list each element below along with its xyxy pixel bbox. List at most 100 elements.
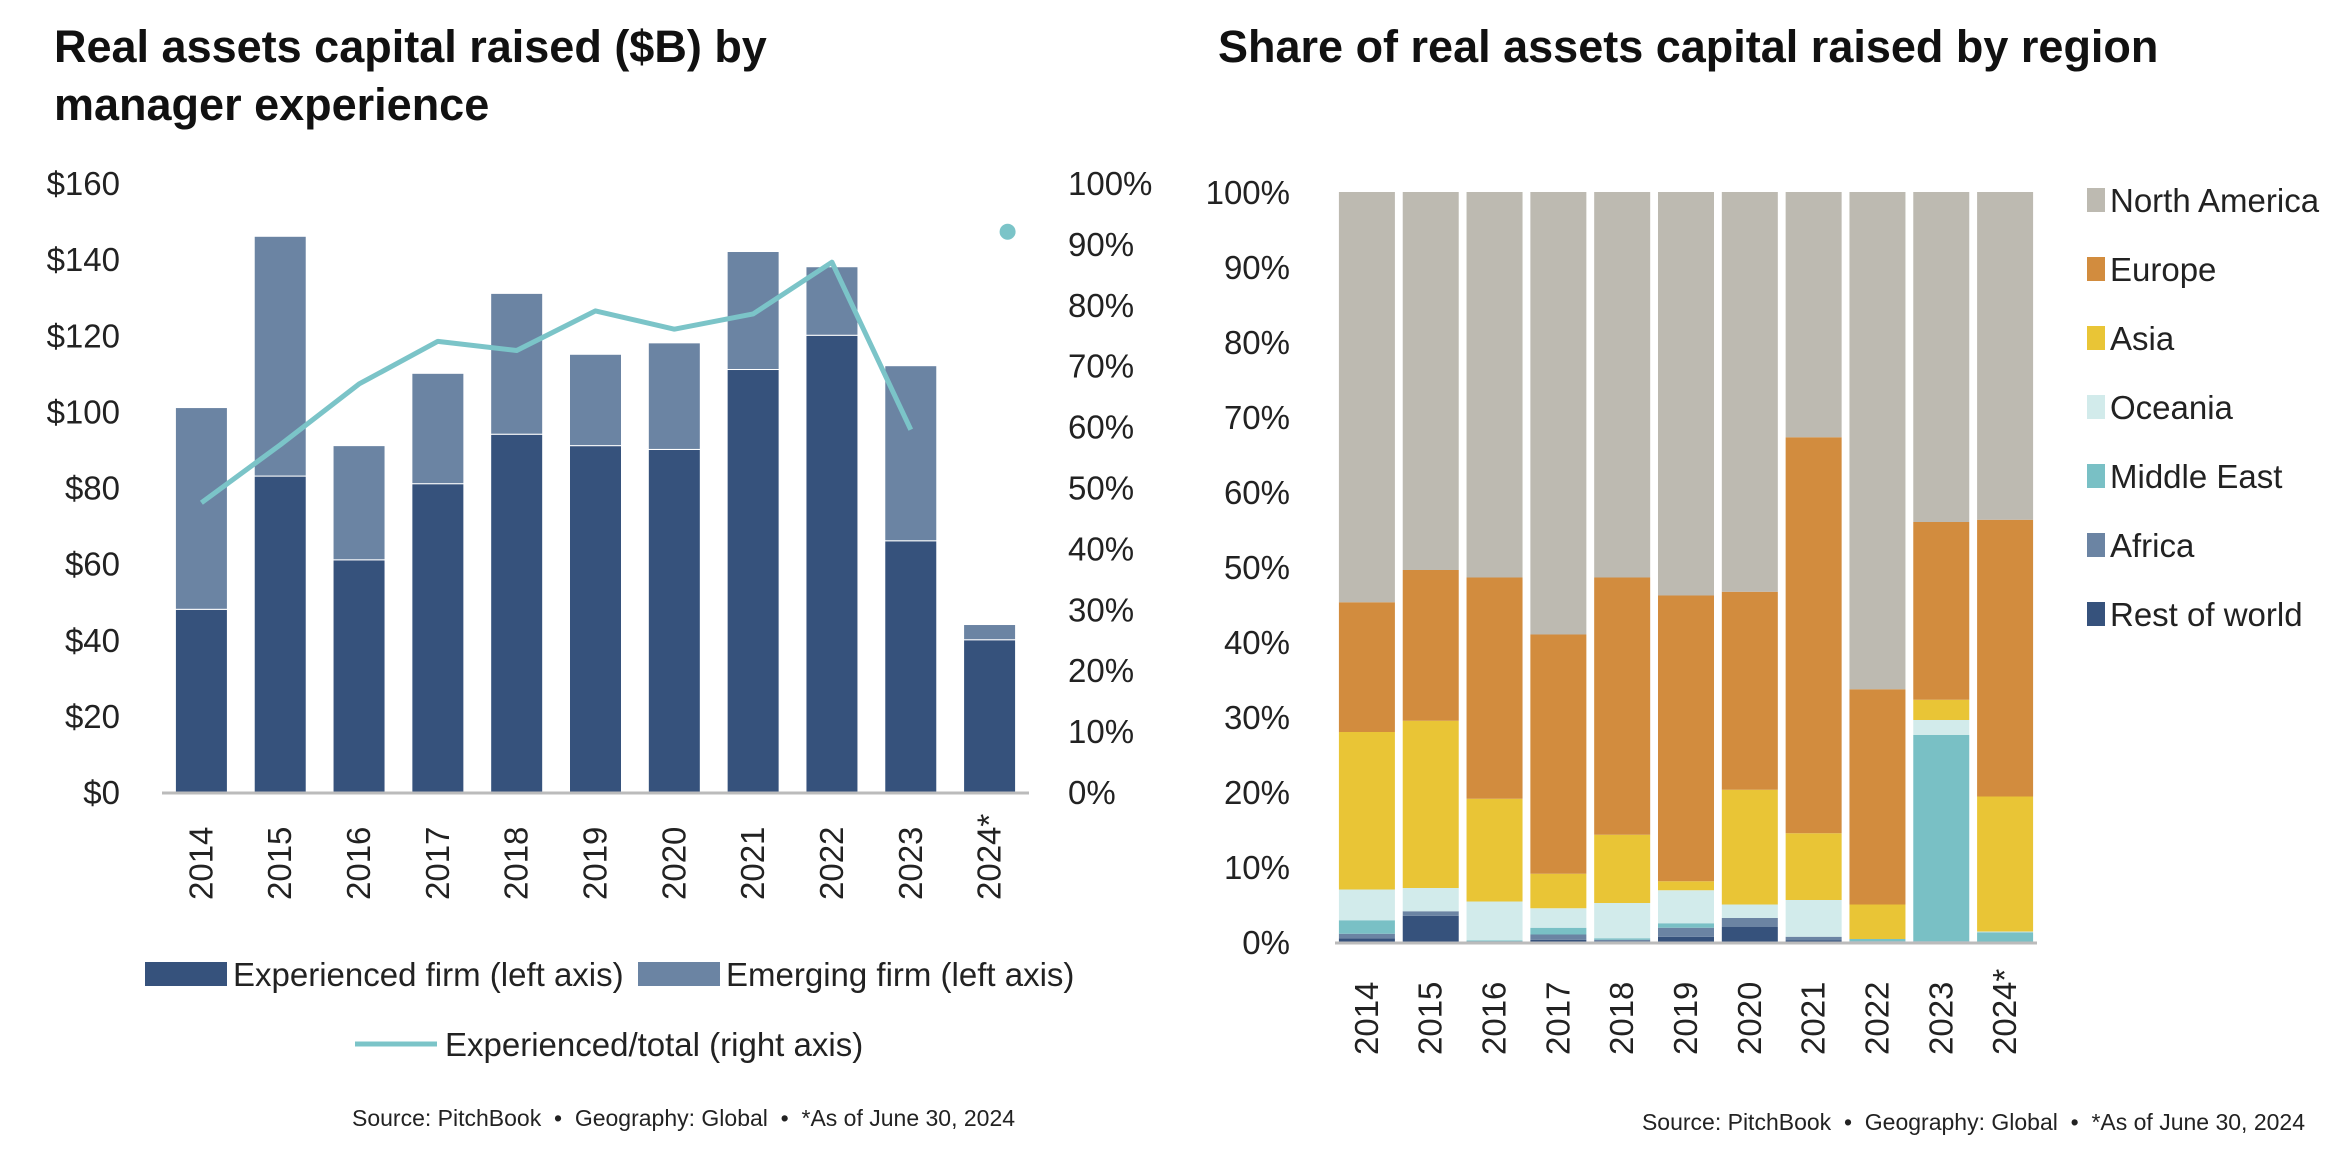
experienced-bar <box>963 639 1017 793</box>
bar-segment-asia <box>1913 699 1970 720</box>
bar-segment-africa <box>1338 933 1395 939</box>
bar-segment-europe <box>1913 522 1970 700</box>
right-axis-tick-label: 70% <box>1068 348 1134 385</box>
x-tick-label: 2018 <box>1603 982 1640 1055</box>
right-axis-tick-label: 30% <box>1068 591 1134 628</box>
right-axis-tick-label: 60% <box>1068 409 1134 446</box>
x-tick-label: 2022 <box>1858 982 1895 1055</box>
x-tick-label: 2023 <box>892 827 929 900</box>
x-tick-label: 2016 <box>1476 982 1513 1055</box>
legend-label-line: Experienced/total (right axis) <box>445 1026 863 1063</box>
y-axis-tick-label: 60% <box>1224 474 1290 511</box>
x-tick-label: 2014 <box>182 827 219 900</box>
left-chart-source: Source: PitchBook • Geography: Global • … <box>352 1105 1015 1131</box>
bar-segment-africa <box>1721 918 1778 927</box>
left-axis-tick-label: $80 <box>65 470 120 507</box>
bar-segment-asia <box>1594 834 1651 903</box>
right-axis-tick-label: 20% <box>1068 652 1134 689</box>
bar-segment-north-america <box>1594 192 1651 578</box>
bar-segment-rest-of-world <box>1721 927 1778 942</box>
y-axis-tick-label: 30% <box>1224 699 1290 736</box>
bar-segment-rest-of-world <box>1658 936 1714 942</box>
bar-segment-north-america <box>1785 192 1842 438</box>
x-tick-label: 2018 <box>498 827 535 900</box>
right-axis-tick-label: 80% <box>1068 287 1134 324</box>
right-axis-tick-label: 10% <box>1068 713 1134 750</box>
bar-segment-oceania <box>1721 904 1778 918</box>
bar-segment-middle-east <box>1594 938 1651 940</box>
bar-segment-oceania <box>1658 890 1714 924</box>
y-axis-tick-label: 0% <box>1242 924 1290 961</box>
bar-segment-north-america <box>1466 192 1523 578</box>
y-axis-tick-label: 80% <box>1224 324 1290 361</box>
legend-label-middle-east: Middle East <box>2110 458 2282 495</box>
bar-segment-asia <box>1977 796 2034 932</box>
bar-segment-asia <box>1785 833 1842 900</box>
bar-segment-europe <box>1530 634 1587 874</box>
experienced-bar <box>253 475 307 793</box>
bar-segment-oceania <box>1594 903 1651 939</box>
emerging-bar <box>332 445 386 561</box>
legend-label-africa: Africa <box>2110 527 2195 564</box>
bar-segment-middle-east <box>1849 939 1906 942</box>
bar-segment-europe <box>1977 519 2034 797</box>
experienced-bar <box>726 369 780 793</box>
bar-segment-north-america <box>1913 192 1970 522</box>
bar-segment-europe <box>1785 437 1842 834</box>
bar-segment-africa <box>1402 911 1459 916</box>
bar-segment-oceania <box>1977 931 2034 933</box>
right-chart-source: Source: PitchBook • Geography: Global • … <box>1642 1109 2305 1135</box>
bar-segment-rest-of-world <box>1785 940 1842 942</box>
legend-swatch-middle-east <box>2087 464 2105 488</box>
legend-label-north-america: North America <box>2110 182 2320 219</box>
experienced-bar <box>332 559 386 793</box>
legend-swatch-north-america <box>2087 188 2105 212</box>
bar-segment-africa <box>1785 936 1842 941</box>
bar-segment-asia <box>1402 720 1459 888</box>
bar-segment-europe <box>1721 591 1778 790</box>
experienced-bar <box>174 608 228 793</box>
legend-label-asia: Asia <box>2110 320 2175 357</box>
y-axis-tick-label: 20% <box>1224 774 1290 811</box>
bar-segment-rest-of-world <box>1530 939 1587 942</box>
x-tick-label: 2024* <box>971 814 1008 900</box>
legend-swatch-africa <box>2087 533 2105 557</box>
bar-segment-oceania <box>1913 720 1970 735</box>
bar-segment-middle-east <box>1338 920 1395 934</box>
bar-segment-asia <box>1721 789 1778 905</box>
legend-swatch-asia <box>2087 326 2105 350</box>
experienced-bar <box>411 483 465 793</box>
x-tick-label: 2017 <box>419 827 456 900</box>
legend-swatch-experienced <box>145 962 227 986</box>
left-axis-tick-label: $0 <box>83 774 120 811</box>
right-axis-tick-label: 0% <box>1068 774 1116 811</box>
experienced-total-point-2024 <box>999 223 1016 240</box>
left-axis-tick-label: $60 <box>65 546 120 583</box>
x-tick-label: 2020 <box>1731 982 1768 1055</box>
left-chart-title-line-2: manager experience <box>54 79 489 130</box>
x-tick-label: 2015 <box>1412 982 1449 1055</box>
legend-label-oceania: Oceania <box>2110 389 2234 426</box>
emerging-bar <box>726 251 780 371</box>
bar-segment-middle-east <box>1977 932 2034 942</box>
bar-segment-europe <box>1594 577 1651 835</box>
bar-segment-north-america <box>1721 192 1778 592</box>
y-axis-tick-label: 90% <box>1224 249 1290 286</box>
bar-segment-asia <box>1338 732 1395 890</box>
emerging-bar <box>253 235 307 477</box>
x-tick-label: 2020 <box>655 827 692 900</box>
y-axis-tick-label: 40% <box>1224 624 1290 661</box>
right-chart-title: Share of real assets capital raised by r… <box>1218 21 2158 72</box>
left-axis-tick-label: $40 <box>65 622 120 659</box>
bar-segment-asia <box>1849 904 1906 939</box>
bar-segment-africa <box>1594 939 1651 942</box>
experienced-bar <box>569 445 622 793</box>
right-axis-tick-label: 100% <box>1068 165 1152 202</box>
bar-segment-middle-east <box>1466 940 1523 942</box>
x-tick-label: 2021 <box>734 827 771 900</box>
bar-segment-north-america <box>1977 192 2034 520</box>
x-tick-label: 2016 <box>340 827 377 900</box>
right-axis-tick-label: 40% <box>1068 530 1134 567</box>
right-chart: Share of real assets capital raised by r… <box>1206 21 2320 1135</box>
